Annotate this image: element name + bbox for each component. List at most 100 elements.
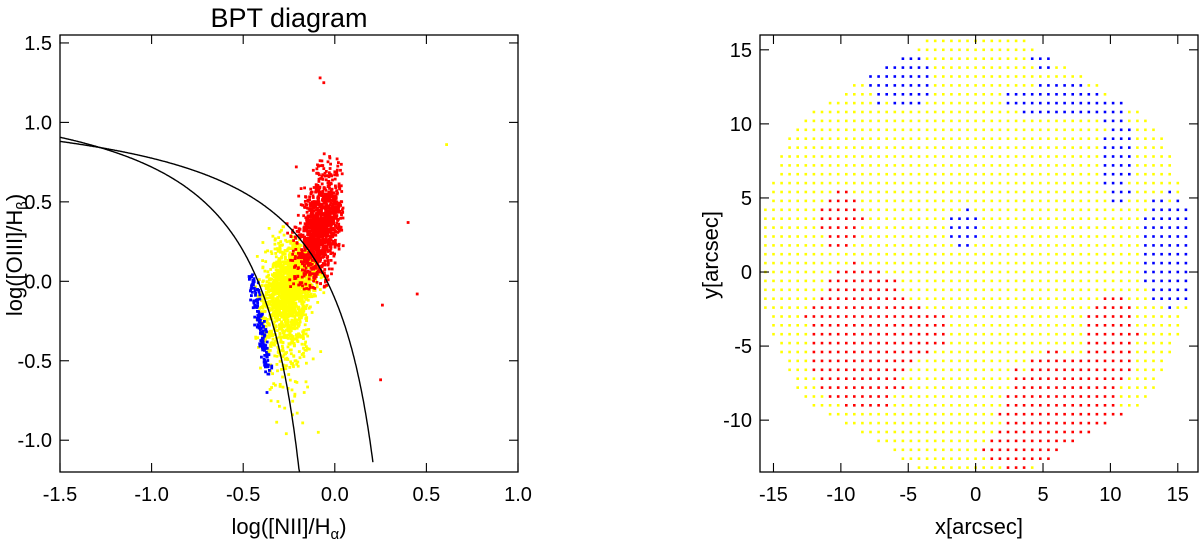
map-spaxel bbox=[990, 306, 994, 309]
bpt-data-point bbox=[291, 249, 295, 253]
map-spaxel bbox=[1039, 421, 1042, 425]
map-spaxel bbox=[804, 359, 808, 363]
map-spaxel bbox=[901, 368, 905, 372]
map-spaxel bbox=[1030, 252, 1034, 256]
map-spaxel bbox=[1111, 404, 1115, 407]
bpt-data-point bbox=[329, 238, 333, 241]
bpt-data-point bbox=[326, 250, 329, 253]
bpt-data-point bbox=[336, 164, 340, 168]
map-spaxel bbox=[925, 404, 929, 407]
map-spaxel bbox=[1128, 208, 1131, 212]
bpt-data-point bbox=[300, 260, 303, 263]
map-spaxel bbox=[925, 137, 929, 140]
map-spaxel bbox=[917, 457, 921, 460]
bpt-data-point bbox=[293, 245, 297, 248]
map-spaxel bbox=[1119, 235, 1123, 238]
map-spaxel bbox=[869, 172, 872, 176]
map-spaxel bbox=[1055, 324, 1058, 327]
map-spaxel bbox=[974, 448, 977, 452]
bpt-data-point bbox=[322, 238, 325, 242]
bpt-data-point bbox=[268, 369, 271, 372]
map-spaxel bbox=[1095, 217, 1099, 220]
map-spaxel bbox=[942, 439, 945, 443]
bpt-data-point bbox=[255, 299, 258, 303]
bpt-data-point bbox=[294, 261, 298, 265]
map-spaxel bbox=[1014, 217, 1018, 220]
map-spaxel bbox=[1160, 190, 1163, 194]
map-spaxel bbox=[958, 217, 961, 220]
bpt-data-point bbox=[311, 286, 315, 289]
bpt-data-point bbox=[293, 293, 297, 297]
map-spaxel bbox=[764, 217, 767, 220]
bpt-data-point bbox=[268, 349, 272, 352]
bpt-data-point bbox=[310, 278, 314, 282]
map-spaxel bbox=[828, 181, 832, 185]
bpt-data-point bbox=[281, 299, 285, 302]
map-spaxel bbox=[901, 421, 905, 425]
bpt-data-point bbox=[329, 252, 333, 255]
map-spaxel bbox=[1168, 199, 1171, 203]
map-spaxel bbox=[982, 146, 985, 149]
bpt-data-point bbox=[274, 237, 277, 241]
map-spaxel bbox=[877, 350, 880, 354]
map-spaxel bbox=[942, 412, 945, 416]
map-spaxel bbox=[1039, 172, 1042, 176]
bpt-data-point bbox=[307, 287, 311, 291]
bpt-data-point bbox=[272, 343, 275, 346]
bpt-data-point bbox=[308, 261, 312, 265]
map-spaxel bbox=[1144, 235, 1147, 238]
map-spaxel bbox=[1128, 377, 1131, 380]
bpt-data-point bbox=[279, 335, 282, 339]
map-spaxel bbox=[1136, 324, 1139, 327]
map-spaxel bbox=[1144, 181, 1147, 185]
bpt-data-point bbox=[306, 385, 309, 389]
bpt-data-point bbox=[305, 297, 308, 301]
map-spaxel bbox=[836, 137, 840, 140]
map-spaxel bbox=[1103, 208, 1107, 212]
map-spaxel bbox=[1071, 155, 1074, 158]
map-spaxel bbox=[1136, 270, 1139, 274]
map-spaxel bbox=[1079, 270, 1083, 274]
map-spaxel bbox=[804, 288, 808, 292]
map-spaxel bbox=[982, 288, 985, 292]
bpt-data-point bbox=[312, 267, 315, 271]
map-spaxel bbox=[1030, 466, 1034, 469]
bpt-data-point bbox=[283, 290, 287, 294]
map-spaxel bbox=[990, 315, 994, 318]
bpt-data-point bbox=[325, 223, 329, 227]
bpt-data-point bbox=[287, 280, 291, 284]
bpt-data-point bbox=[304, 224, 308, 228]
map-spaxel bbox=[877, 386, 880, 389]
bpt-data-point bbox=[333, 245, 337, 249]
bpt-data-point bbox=[331, 178, 334, 182]
bpt-data-point bbox=[334, 211, 337, 214]
map-spaxel bbox=[820, 164, 824, 167]
map-spaxel bbox=[1022, 252, 1026, 256]
map-spaxel bbox=[998, 279, 1002, 283]
map-spaxel bbox=[885, 332, 888, 336]
bpt-data-point bbox=[294, 321, 298, 325]
bpt-data-point bbox=[328, 199, 332, 202]
map-spaxel bbox=[885, 146, 888, 149]
map-spaxel bbox=[1071, 332, 1074, 336]
map-spaxel bbox=[909, 404, 913, 407]
map-spaxel bbox=[942, 288, 945, 292]
map-spaxel bbox=[1006, 466, 1010, 469]
bpt-data-point bbox=[309, 234, 312, 238]
map-spaxel bbox=[950, 430, 953, 434]
bpt-data-point bbox=[328, 207, 332, 211]
map-spaxel bbox=[1047, 421, 1050, 425]
map-spaxel bbox=[1119, 279, 1123, 283]
bpt-data-point bbox=[340, 228, 344, 232]
map-spaxel bbox=[1095, 341, 1099, 345]
map-spaxel bbox=[804, 261, 808, 265]
map-spaxel bbox=[1071, 252, 1074, 256]
map-spaxel bbox=[1014, 172, 1018, 176]
map-spaxel bbox=[1136, 155, 1139, 158]
bpt-data-point bbox=[265, 305, 268, 309]
map-spaxel bbox=[788, 288, 791, 292]
map-spaxel bbox=[998, 306, 1002, 309]
bpt-data-point bbox=[257, 312, 261, 316]
map-spaxel bbox=[804, 341, 808, 345]
map-spaxel bbox=[828, 146, 832, 149]
